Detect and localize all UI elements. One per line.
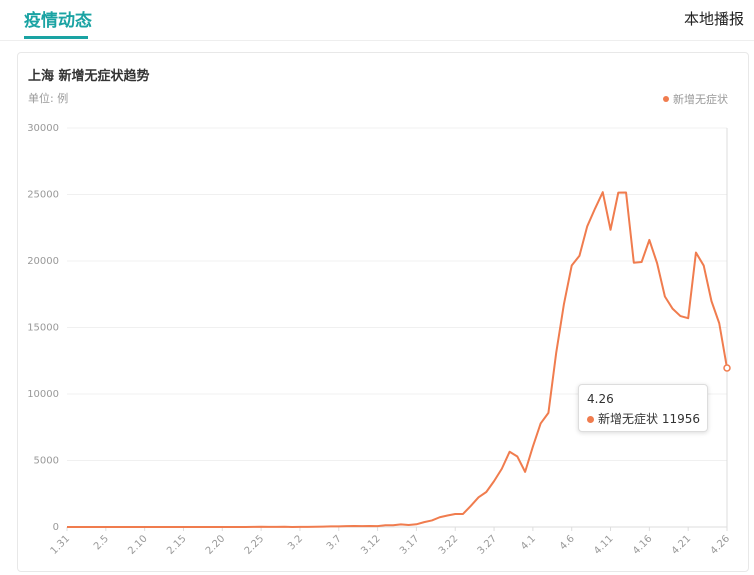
x-tick-label: 2.5 <box>92 533 111 552</box>
x-tick-label: 3.7 <box>325 533 344 552</box>
legend-dot <box>663 96 669 102</box>
tooltip: 4.26 新增无症状 11956 <box>578 384 708 432</box>
x-tick-label: 2.15 <box>165 533 189 557</box>
x-tick-label: 3.22 <box>437 533 461 557</box>
x-tick-label: 3.2 <box>286 533 305 552</box>
link[interactable]: 本地播报 <box>683 10 744 28</box>
x-tick-label: 4.21 <box>670 533 694 557</box>
tooltip-date: 4.26 <box>587 392 614 406</box>
subtitle: 单位: 例 <box>28 91 68 105</box>
chart-title: 上海 新增无症状趋势 <box>28 68 150 84</box>
divider <box>0 40 754 41</box>
tooltip-value: 11956 <box>661 412 701 426</box>
y-tick-label: 25000 <box>27 190 59 201</box>
x-tick-label: 4.26 <box>709 533 733 557</box>
x-tick-label: 3.27 <box>476 533 500 557</box>
y-tick-label: 10000 <box>27 389 59 400</box>
tooltip-row: 新增无症状 11956 <box>587 410 700 427</box>
y-tick-label: 0 <box>53 522 59 533</box>
x-tick-label: 1.31 <box>49 533 73 557</box>
x-tick-label: 2.10 <box>126 533 150 557</box>
x-tick-label: 4.16 <box>631 533 655 557</box>
line <box>67 191 728 528</box>
y-tick-label: 5000 <box>34 456 59 467</box>
x-tick-label: 3.12 <box>359 533 383 557</box>
y-tick-label: 15000 <box>27 323 59 334</box>
x-tick-label: 2.25 <box>243 533 267 557</box>
tooltip-dot <box>587 416 594 423</box>
x-tick-label: 4.11 <box>592 533 616 557</box>
card <box>17 52 749 572</box>
x-tick-label: 4.6 <box>558 533 577 552</box>
point <box>723 364 731 372</box>
y-tick-label: 30000 <box>27 123 59 134</box>
legend-label: 新增无症状 <box>673 92 728 106</box>
x-tick-label: 3.17 <box>398 533 422 557</box>
x-tick-label: 4.1 <box>519 533 538 552</box>
tab-underline <box>24 36 88 39</box>
tab[interactable]: 疫情动态 <box>24 11 92 31</box>
x-tick-label: 2.20 <box>204 533 228 557</box>
tooltip-series: 新增无症状 <box>598 412 659 426</box>
y-tick-label: 20000 <box>27 256 59 267</box>
